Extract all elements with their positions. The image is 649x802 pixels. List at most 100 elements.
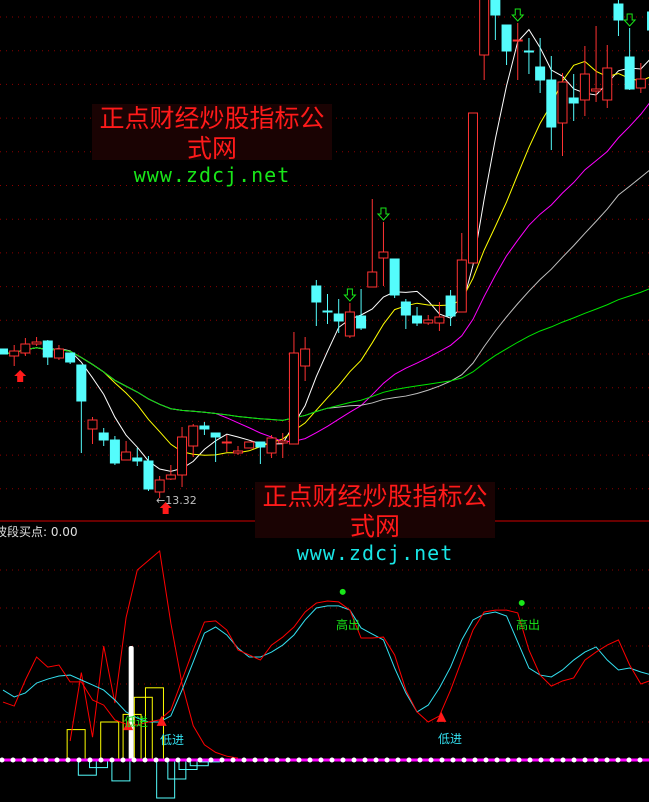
baseline-dot [285,757,291,763]
baseline-dot [164,757,170,763]
baseline-dot [98,757,104,763]
candle-body [344,311,355,337]
candle-body [445,295,456,317]
baseline-dot [494,757,500,763]
candle-body [288,352,299,445]
candle-body [188,425,199,447]
baseline-dot [395,757,401,763]
baseline-dot [340,757,346,763]
baseline-dot [252,757,258,763]
candle-body [143,460,154,490]
candle-body [467,112,478,264]
candle-body [277,440,288,444]
candle-body [210,432,221,438]
candle-body [121,451,132,461]
signal-high-out: 高出 [336,618,361,632]
fast-line [2,600,649,726]
baseline-dot [296,757,302,763]
low-in-arrow-icon [156,715,167,726]
candle-body [109,439,120,464]
candle-body [232,450,243,454]
candle-body [0,348,8,355]
baseline-dot [120,757,126,763]
watermark-top: 正点财经炒股指标公式网 www.zdcj.net [92,104,332,186]
candle-body [479,0,490,56]
candle-body [423,319,434,324]
yellow-bar [100,721,120,761]
baseline-dot [362,757,368,763]
ma10-line [2,60,649,456]
baseline-dot [615,757,621,763]
candle-body [568,97,579,104]
candle-body [356,315,367,329]
candle-body [244,441,255,449]
signal-low-in: 低进 [124,715,149,729]
baseline-dot [626,757,632,763]
candle-body [31,341,42,345]
baseline-dot [450,757,456,763]
candle-body [367,271,378,288]
baseline-dot [604,757,610,763]
ma60-line [2,288,649,421]
candle-body [221,441,232,444]
baseline-dot [582,757,588,763]
baseline-dot [54,757,60,763]
candle-body [602,67,613,101]
lowest-price-label: ←13.32 [156,494,197,507]
baseline-dot [406,757,412,763]
candle-body [535,66,546,81]
baseline-dot [307,757,313,763]
cyan-bar [111,759,131,782]
baseline-dot [175,757,181,763]
candle-body [490,0,501,16]
candle-body [98,432,109,441]
baseline-dot [516,757,522,763]
high-out-dot [518,599,525,606]
baseline-dot [505,757,511,763]
candle-body [177,436,188,476]
candle-body [333,313,344,322]
candle-body [546,79,557,128]
slow-line [2,605,649,723]
baseline-dot [65,757,71,763]
candle-body [165,474,176,480]
indicator-title: 波段买点: 0.00 [0,525,78,539]
candle-body [591,88,602,92]
candle-body [501,24,512,52]
baseline-dot [571,757,577,763]
baseline-dot [527,757,533,763]
ma5-line [2,28,649,472]
yellow-bar [66,729,86,761]
baseline-dot [373,757,379,763]
baseline-dot [230,757,236,763]
candle-body [322,310,333,313]
candle-body [412,315,423,324]
candle-body [20,343,31,354]
baseline-dot [153,757,159,763]
spike-line [69,550,239,759]
candle-body [389,258,400,296]
high-out-dot [339,588,346,595]
sell-arrow-icon [376,207,391,221]
baseline-dot [241,757,247,763]
baseline-dot [32,757,38,763]
baseline-dot [439,757,445,763]
candle-body [635,78,646,89]
baseline-dot [263,757,269,763]
baseline-dot [483,757,489,763]
baseline-dot [549,757,555,763]
low-in-arrow-icon [123,720,134,731]
watermark-title: 正点财经炒股指标公式网 [99,104,325,163]
baseline-dot [131,757,137,763]
baseline-dot [76,757,82,763]
baseline-dot [417,757,423,763]
buy-arrow-icon [159,502,172,514]
candle-body [53,348,64,359]
baseline-dot [87,757,93,763]
low-in-arrow-icon [436,711,447,722]
baseline-dot [538,757,544,763]
baseline-dot [428,757,434,763]
candle-body [378,251,389,259]
baseline-dot [197,757,203,763]
signal-low-in: 低进 [160,733,185,747]
